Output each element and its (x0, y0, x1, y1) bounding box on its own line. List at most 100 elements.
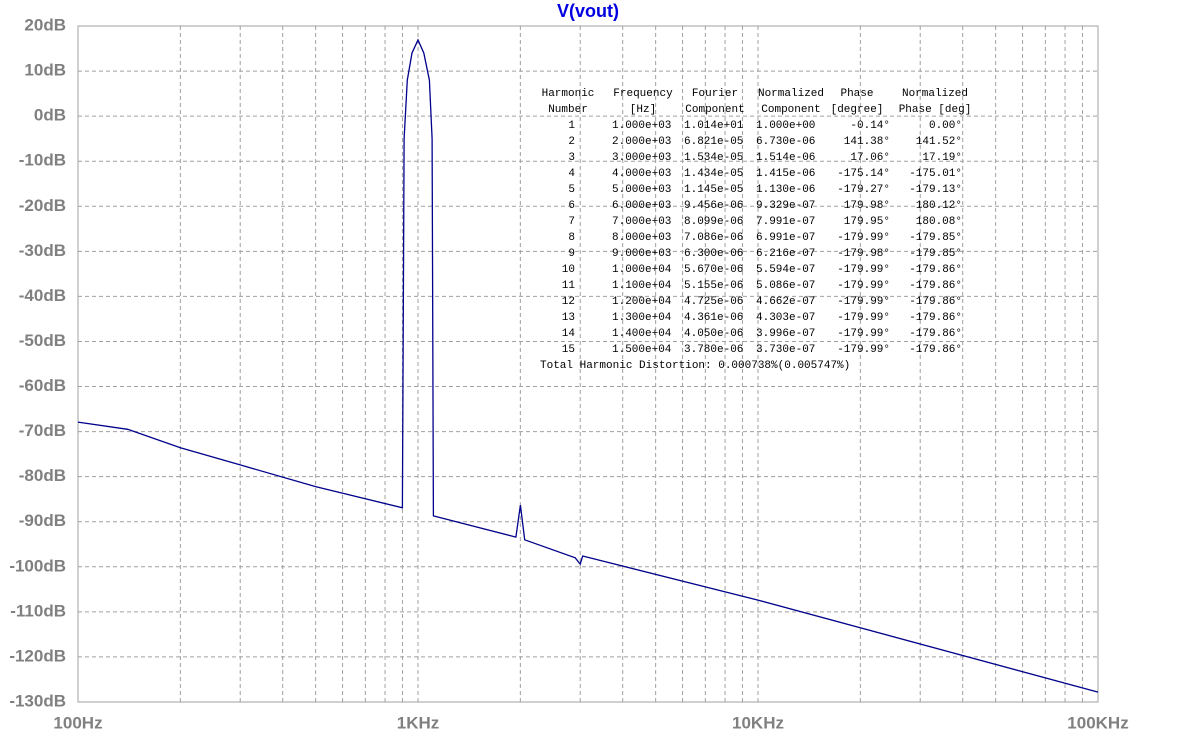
table-cell: 1.130e-06 (756, 184, 815, 196)
table-cell: 6.216e-07 (756, 248, 815, 260)
table-cell: 6.300e-06 (684, 248, 743, 260)
table-cell: 15 (562, 344, 575, 356)
table-cell: 9.456e-06 (684, 200, 743, 212)
y-tick-label: -60dB (19, 376, 66, 395)
table-header: Normalized (758, 88, 824, 100)
table-cell: 1 (568, 120, 575, 132)
table-cell: 6.991e-07 (756, 232, 815, 244)
table-cell: 179.95° (844, 216, 890, 228)
table-header: Number (548, 104, 588, 116)
table-cell: 1.014e+01 (684, 120, 744, 132)
table-cell: 141.38° (844, 136, 890, 148)
table-cell: 0.00° (929, 120, 962, 132)
x-tick-label: 1KHz (397, 713, 440, 732)
chart-title: V(vout) (557, 1, 619, 21)
table-cell: -179.85° (909, 248, 962, 260)
table-cell: 3 (568, 152, 575, 164)
table-header: Harmonic (542, 88, 595, 100)
table-cell: 5.670e-06 (684, 264, 743, 276)
table-cell: 9.000e+03 (612, 248, 671, 260)
y-tick-label: -120dB (9, 646, 66, 665)
y-tick-label: -20dB (19, 196, 66, 215)
trace (77, 38, 1099, 693)
table-cell: 4.662e-07 (756, 296, 815, 308)
table-cell: 1.100e+04 (612, 280, 672, 292)
table-cell: 5.086e-07 (756, 280, 815, 292)
table-cell: 11 (562, 280, 576, 292)
table-cell: 8.099e-06 (684, 216, 743, 228)
y-tick-label: 20dB (24, 15, 66, 34)
table-cell: 5.000e+03 (612, 184, 671, 196)
table-cell: 3.780e-06 (684, 344, 743, 356)
table-cell: 1.200e+04 (612, 296, 672, 308)
table-cell: -179.86° (909, 296, 962, 308)
y-tick-label: -100dB (9, 556, 66, 575)
table-cell: -179.85° (909, 232, 962, 244)
table-cell: 10 (562, 264, 575, 276)
table-cell: 5.594e-07 (756, 264, 815, 276)
table-cell: 8 (568, 232, 575, 244)
table-cell: -179.13° (909, 184, 962, 196)
table-cell: -179.99° (837, 232, 890, 244)
table-header: Frequency (613, 88, 673, 100)
x-tick-label: 100KHz (1067, 713, 1128, 732)
x-tick-label: 10KHz (732, 713, 784, 732)
table-cell: 1.145e-05 (684, 184, 743, 196)
table-cell: 141.52° (916, 136, 962, 148)
y-tick-label: -10dB (19, 151, 66, 170)
table-cell: 1.300e+04 (612, 312, 672, 324)
table-cell: 6.000e+03 (612, 200, 671, 212)
table-cell: 6.730e-06 (756, 136, 815, 148)
table-cell: 9 (568, 248, 575, 260)
table-cell: 7.086e-06 (684, 232, 743, 244)
table-footer: Total Harmonic Distortion: 0.000738%(0.0… (540, 360, 850, 372)
table-cell: 13 (562, 312, 575, 324)
table-cell: 4.303e-07 (756, 312, 815, 324)
table-cell: 3.996e-07 (756, 328, 815, 340)
table-cell: -175.01° (909, 168, 962, 180)
y-tick-label: -50dB (19, 331, 66, 350)
table-cell: -179.86° (909, 264, 962, 276)
table-cell: 1.000e+00 (756, 120, 815, 132)
table-cell: -179.99° (837, 296, 890, 308)
table-cell: -179.99° (837, 328, 890, 340)
table-cell: -179.98° (837, 248, 890, 260)
table-cell: 1.000e+03 (612, 120, 671, 132)
table-header: Phase [deg] (899, 104, 972, 116)
table-cell: 4 (568, 168, 575, 180)
y-tick-label: -130dB (9, 691, 66, 710)
x-tick-label: 100Hz (53, 713, 102, 732)
table-cell: 4.725e-06 (684, 296, 743, 308)
table-cell: 1.000e+04 (612, 264, 672, 276)
table-cell: 1.500e+04 (612, 344, 672, 356)
table-header: Component (685, 104, 744, 116)
table-cell: 1.514e-06 (756, 152, 815, 164)
table-cell: 14 (562, 328, 576, 340)
table-cell: 7 (568, 216, 575, 228)
table-cell: -0.14° (850, 120, 890, 132)
y-tick-label: -90dB (19, 511, 66, 530)
table-header: Fourier (692, 88, 738, 100)
table-cell: 7.000e+03 (612, 216, 671, 228)
table-cell: -179.86° (909, 328, 962, 340)
table-header: [degree] (831, 104, 884, 116)
table-cell: -175.14° (837, 168, 890, 180)
table-cell: 5.155e-06 (684, 280, 743, 292)
table-cell: 17.06° (850, 152, 890, 164)
y-tick-label: -40dB (19, 286, 66, 305)
table-cell: 180.12° (916, 200, 962, 212)
table-cell: -179.99° (837, 312, 890, 324)
table-cell: 1.434e-05 (684, 168, 743, 180)
y-tick-label: -30dB (19, 241, 66, 260)
table-cell: 9.329e-07 (756, 200, 815, 212)
table-cell: 1.400e+04 (612, 328, 672, 340)
table-cell: 1.415e-06 (756, 168, 815, 180)
table-cell: -179.27° (837, 184, 890, 196)
y-tick-label: -80dB (19, 466, 66, 485)
y-tick-label: 10dB (24, 61, 66, 80)
table-cell: 7.991e-07 (756, 216, 815, 228)
table-cell: 180.08° (916, 216, 962, 228)
table-cell: 8.000e+03 (612, 232, 671, 244)
table-cell: 3.000e+03 (612, 152, 671, 164)
